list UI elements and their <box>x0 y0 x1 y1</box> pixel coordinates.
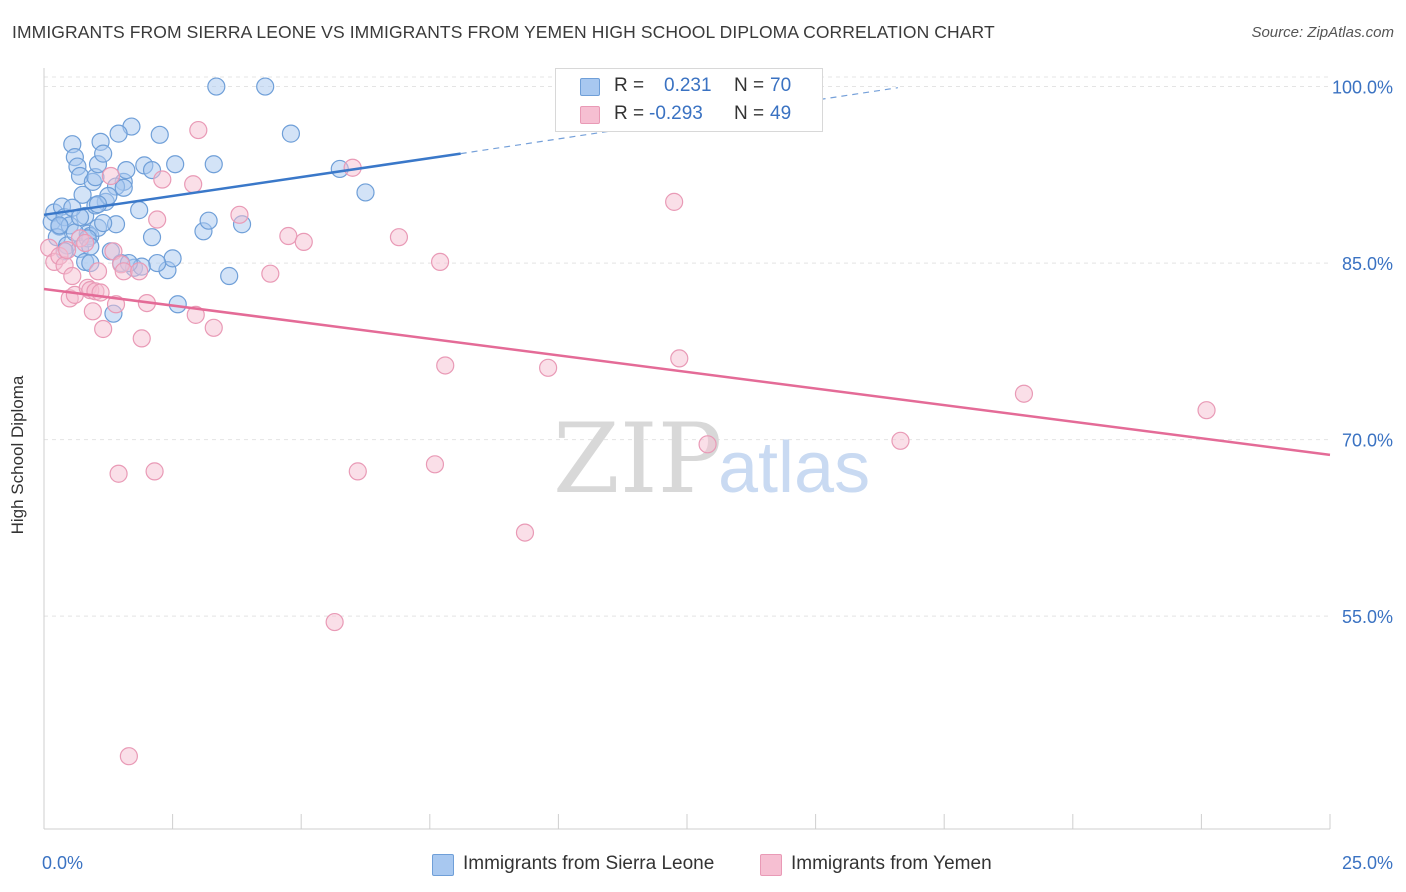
point-yemen <box>204 318 223 337</box>
legend-row-yemen: R = -0.293 N = 49 <box>556 101 822 129</box>
legend-r-label: R = <box>614 103 645 124</box>
point-sierra-leone <box>114 178 133 197</box>
point-yemen <box>891 431 910 450</box>
point-yemen <box>145 462 164 481</box>
point-yemen <box>58 241 77 260</box>
watermark-zip: ZIP <box>553 403 722 515</box>
point-yemen <box>63 266 82 286</box>
point-yemen <box>325 612 344 632</box>
point-yemen <box>189 120 208 140</box>
point-sierra-leone <box>50 216 69 235</box>
point-yemen <box>76 233 95 253</box>
point-yemen <box>698 435 717 454</box>
point-yemen <box>665 192 684 211</box>
correlation-legend: R = 0.231 N = 70 R = -0.293 N = 49 <box>555 68 823 132</box>
point-sierra-leone <box>163 249 182 268</box>
legend-swatch-pink <box>580 106 600 124</box>
point-yemen <box>515 523 535 542</box>
y-axis-label: High School Diploma <box>8 375 27 535</box>
point-sierra-leone <box>109 124 128 143</box>
point-sierra-leone <box>148 253 167 273</box>
y-tick-label: 70.0% <box>1342 431 1393 451</box>
point-yemen <box>130 262 149 281</box>
legend-label-sierra-leone: Immigrants from Sierra Leone <box>463 853 715 874</box>
point-yemen <box>436 356 455 375</box>
point-yemen <box>294 232 313 251</box>
point-yemen <box>119 747 138 766</box>
trend-line-yemen <box>43 287 1331 457</box>
point-sierra-leone <box>166 155 185 174</box>
point-sierra-leone <box>356 183 375 202</box>
point-sierra-leone <box>117 161 136 180</box>
point-sierra-leone <box>207 77 226 96</box>
watermark: ZIP atlas <box>553 403 870 515</box>
tick-labels: 100.0% 85.0% 70.0% 55.0% 0.0% 25.0% <box>42 78 1393 873</box>
point-yemen <box>230 205 249 224</box>
legend-swatch-blue <box>432 854 454 876</box>
point-yemen <box>539 358 558 377</box>
point-sierra-leone <box>94 144 113 163</box>
axes <box>43 68 1331 830</box>
point-yemen <box>132 329 151 348</box>
point-sierra-leone <box>73 185 92 204</box>
point-yemen <box>83 302 102 321</box>
y-tick-label: 100.0% <box>1332 78 1393 98</box>
legend-n-label: N = <box>734 103 765 124</box>
legend-n-value: 70 <box>770 75 792 96</box>
point-yemen <box>184 175 203 194</box>
point-sierra-leone <box>220 266 239 286</box>
point-sierra-leone <box>94 213 113 233</box>
grid-lines <box>44 76 1330 617</box>
point-yemen <box>148 210 167 229</box>
x-tick-label: 25.0% <box>1342 853 1393 873</box>
point-sierra-leone <box>150 125 169 144</box>
point-sierra-leone <box>130 201 149 220</box>
chart-title: IMMIGRANTS FROM SIERRA LEONE VS IMMIGRAN… <box>12 22 995 42</box>
point-yemen <box>1014 384 1034 403</box>
point-yemen <box>101 166 120 186</box>
point-yemen <box>114 262 133 281</box>
point-yemen <box>279 226 298 246</box>
point-yemen <box>153 170 172 189</box>
point-sierra-leone <box>256 77 275 96</box>
point-yemen <box>1197 401 1216 420</box>
point-yemen <box>91 283 110 302</box>
y-tick-label: 55.0% <box>1342 607 1393 627</box>
point-sierra-leone <box>199 211 218 230</box>
series-legend: Immigrants from Sierra Leone Immigrants … <box>0 851 1406 879</box>
series-yemen-points <box>40 120 1216 766</box>
point-sierra-leone <box>88 195 108 214</box>
watermark-atlas: atlas <box>718 428 870 508</box>
point-yemen <box>670 349 689 368</box>
legend-r-label: R = <box>614 75 645 96</box>
legend-label-yemen: Immigrants from Yemen <box>791 853 992 874</box>
legend-r-value: -0.293 <box>649 103 703 124</box>
point-yemen <box>389 228 409 247</box>
legend-swatch-pink <box>760 854 782 876</box>
legend-n-value: 49 <box>770 103 792 124</box>
legend-swatch-blue <box>580 78 600 96</box>
point-yemen <box>348 462 367 481</box>
point-sierra-leone <box>204 155 223 174</box>
point-sierra-leone <box>142 228 162 247</box>
point-yemen <box>88 262 108 281</box>
point-yemen <box>94 319 113 339</box>
legend-n-label: N = <box>734 75 765 96</box>
point-yemen <box>261 264 280 283</box>
x-tick-label: 0.0% <box>42 853 83 873</box>
point-yemen <box>430 252 450 271</box>
source-label: Source: ZipAtlas.com <box>1251 24 1394 41</box>
y-tick-label: 85.0% <box>1342 254 1393 274</box>
legend-r-value: 0.231 <box>664 75 712 96</box>
point-sierra-leone <box>281 124 301 143</box>
point-yemen <box>425 455 445 474</box>
point-yemen <box>186 305 205 324</box>
trend-line-sierra-leone <box>43 152 461 217</box>
point-yemen <box>109 464 128 483</box>
legend-row-sierra-leone: R = 0.231 N = 70 <box>556 73 822 101</box>
